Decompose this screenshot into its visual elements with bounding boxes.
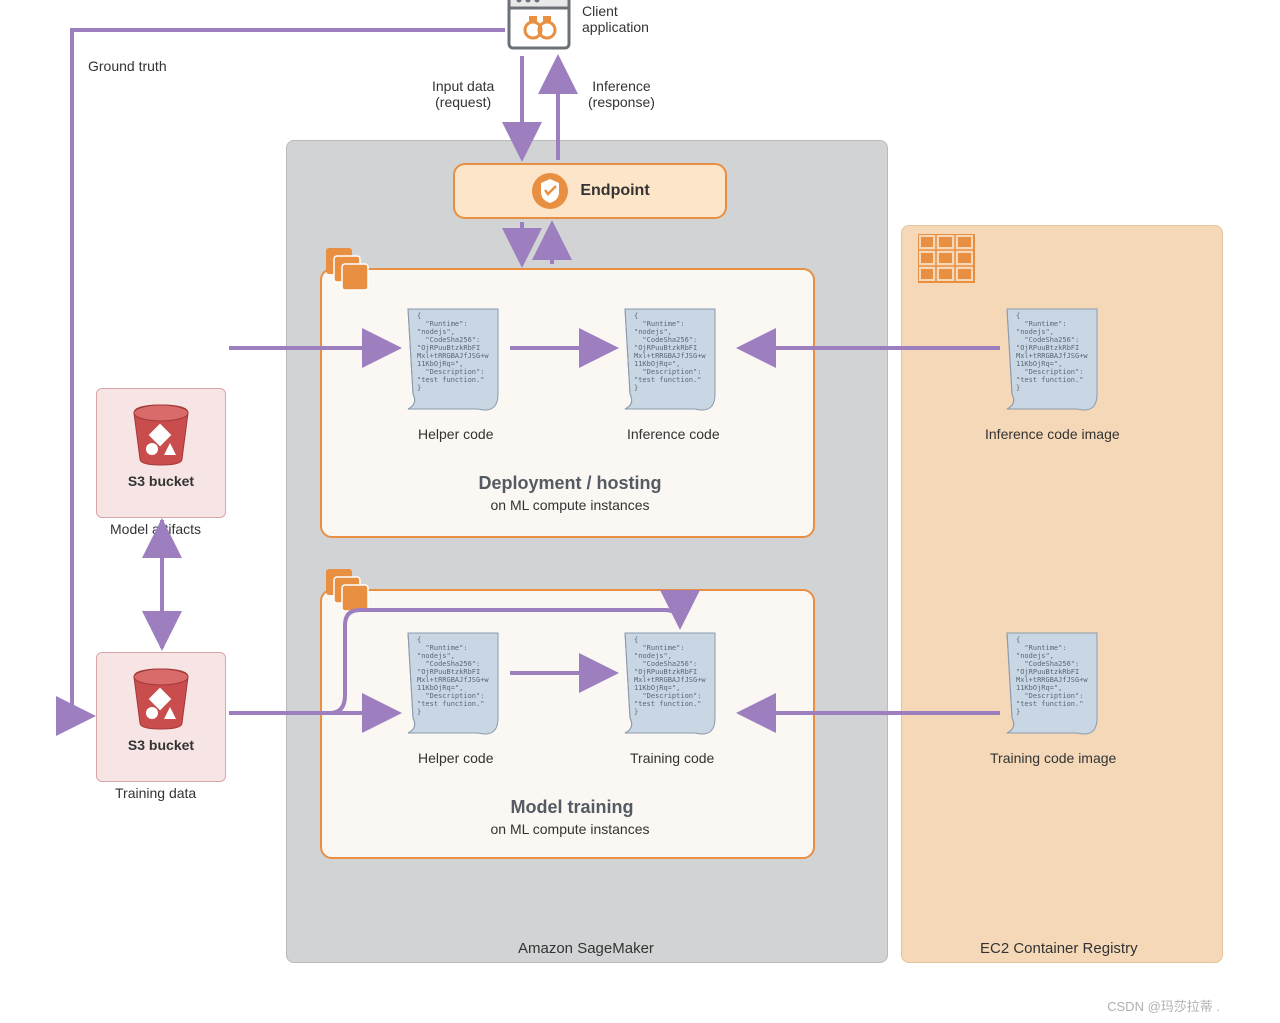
ground-truth-label: Ground truth <box>88 58 167 74</box>
inference-code-doc: { "Runtime": "nodejs", "CodeSha256": "Oj… <box>620 304 740 414</box>
helper-code-doc: { "Runtime": "nodejs", "CodeSha256": "Oj… <box>403 304 523 414</box>
helper-code-doc-2: { "Runtime": "nodejs", "CodeSha256": "Oj… <box>403 628 523 738</box>
training-code-image-doc: { "Runtime": "nodejs", "CodeSha256": "Oj… <box>1002 628 1122 738</box>
deployment-title: Deployment / hosting <box>470 473 670 494</box>
shield-icon <box>530 171 570 211</box>
training-title: Model training <box>502 797 642 818</box>
inference-code-label: Inference code <box>627 426 720 442</box>
ecr-icon <box>918 234 978 291</box>
watermark: CSDN @玛莎拉蒂 . <box>1107 996 1220 1015</box>
training-subtitle: on ML compute instances <box>490 821 650 837</box>
inference-code-image-label: Inference code image <box>985 426 1120 442</box>
helper-code-label: Helper code <box>418 426 494 442</box>
training-data-label: Training data <box>115 785 196 801</box>
model-artifacts-label: Model artifacts <box>110 521 201 537</box>
training-code-doc: { "Runtime": "nodejs", "CodeSha256": "Oj… <box>620 628 740 738</box>
s3-model-artifacts: S3 bucket <box>96 388 226 518</box>
ecr-label: EC2 Container Registry <box>980 940 1138 957</box>
inference-resp-label: Inference (response) <box>588 78 655 110</box>
sagemaker-label: Amazon SageMaker <box>518 940 654 957</box>
client-app-icon <box>505 0 573 59</box>
client-app-label: Client application <box>582 3 649 35</box>
training-code-label: Training code <box>630 750 714 766</box>
endpoint-label: Endpoint <box>580 182 649 200</box>
inference-code-image-doc: { "Runtime": "nodejs", "CodeSha256": "Oj… <box>1002 304 1122 414</box>
stack-icon <box>326 569 376 619</box>
training-box <box>320 589 815 859</box>
s3-training-data: S3 bucket <box>96 652 226 782</box>
training-code-image-label: Training code image <box>990 750 1116 766</box>
input-data-label: Input data (request) <box>432 78 494 110</box>
stack-icon <box>326 248 376 298</box>
helper-code-label-2: Helper code <box>418 750 494 766</box>
endpoint-box: Endpoint <box>453 163 727 219</box>
deployment-subtitle: on ML compute instances <box>490 497 650 513</box>
